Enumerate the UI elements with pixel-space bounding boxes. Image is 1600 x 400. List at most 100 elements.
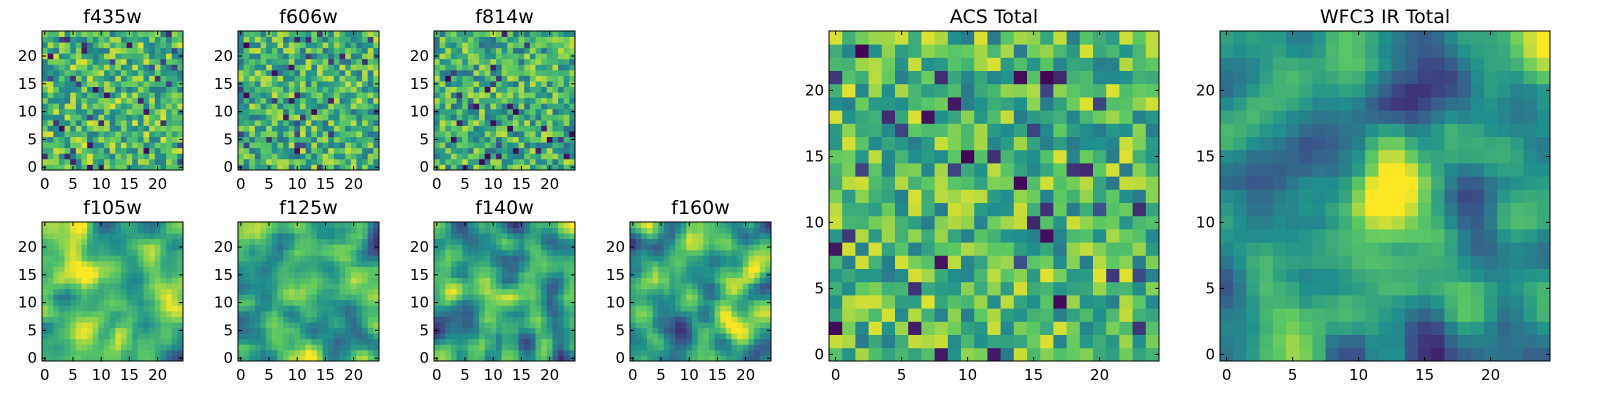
- heatmap-cell: [249, 53, 256, 60]
- heatmap-cell: [669, 283, 676, 290]
- heatmap-cell: [456, 260, 463, 267]
- heatmap-cell: [373, 64, 380, 71]
- heatmap-cell: [456, 327, 463, 334]
- heatmap-cell: [149, 338, 156, 345]
- heatmap-cell: [450, 36, 457, 43]
- heatmap-cell: [456, 222, 463, 228]
- heatmap-cell: [669, 255, 676, 262]
- heatmap-cell: [115, 322, 122, 329]
- heatmap-cell: [759, 349, 766, 356]
- heatmap-cell: [641, 222, 648, 228]
- heatmap-cell: [895, 242, 909, 256]
- heatmap-cell: [652, 249, 659, 256]
- heatmap-cell: [81, 153, 88, 160]
- heatmap-cell: [669, 272, 676, 278]
- heatmap-cell: [104, 272, 111, 278]
- heatmap-cell: [115, 355, 122, 362]
- heatmap-cell: [663, 238, 670, 245]
- heatmap-cell: [552, 142, 559, 149]
- heatmap-cell: [81, 249, 88, 256]
- heatmap-cell: [154, 103, 161, 110]
- heatmap-cell: [708, 338, 715, 345]
- heatmap-cell: [1040, 215, 1054, 230]
- heatmap-cell: [126, 255, 133, 262]
- heatmap-cell: [305, 288, 312, 295]
- heatmap-cell: [356, 119, 363, 126]
- heatmap-cell: [842, 215, 856, 230]
- heatmap-cell: [266, 108, 273, 115]
- heatmap-cell: [868, 281, 883, 296]
- heatmap-cell: [1053, 255, 1067, 269]
- heatmap-cell: [120, 316, 127, 323]
- heatmap-cell: [53, 338, 60, 345]
- heatmap-cell: [362, 142, 369, 149]
- heatmap-cell: [473, 227, 480, 234]
- heatmap-cell: [53, 53, 60, 60]
- heatmap-cell: [58, 249, 65, 256]
- heatmap-cell: [635, 283, 642, 290]
- heatmap-cell: [266, 53, 273, 60]
- heatmap-cell: [243, 299, 250, 306]
- heatmap-cell: [434, 322, 441, 329]
- heatmap-cell: [921, 321, 935, 335]
- heatmap-cell: [546, 299, 553, 306]
- heatmap-cell: [266, 58, 273, 65]
- heatmap-cell: [748, 316, 755, 323]
- heatmap-cell: [563, 103, 570, 110]
- heatmap-cell: [456, 249, 463, 256]
- heatmap-cell: [132, 47, 139, 54]
- heatmap-cell: [81, 147, 88, 154]
- heatmap-cell: [109, 272, 116, 278]
- heatmap-cell: [154, 294, 161, 301]
- heatmap-cell: [737, 222, 744, 228]
- heatmap-cell: [868, 255, 883, 269]
- heatmap-cell: [254, 64, 261, 71]
- heatmap-cell: [1040, 281, 1054, 296]
- heatmap-cell: [496, 153, 503, 160]
- heatmap-cell: [439, 147, 446, 154]
- heatmap-cell: [98, 125, 105, 132]
- heatmap-cell: [104, 288, 111, 295]
- heatmap-cell: [120, 47, 127, 54]
- heatmap-cell: [367, 58, 374, 65]
- x-tick-label: 0: [40, 175, 50, 193]
- y-tick-label: 10: [214, 103, 233, 121]
- heatmap-cell: [266, 81, 273, 87]
- heatmap-cell: [490, 103, 497, 110]
- heatmap-cell: [126, 142, 133, 149]
- heatmap-cell: [328, 125, 335, 132]
- heatmap-cell: [126, 42, 133, 49]
- heatmap-cell: [333, 222, 340, 228]
- heatmap-cell: [541, 355, 548, 362]
- heatmap-cell: [1093, 281, 1107, 296]
- heatmap-cell: [496, 158, 503, 165]
- heatmap-cell: [126, 58, 133, 65]
- heatmap-cell: [120, 64, 127, 71]
- heatmap-cell: [75, 75, 82, 82]
- heatmap-cell: [552, 233, 559, 240]
- heatmap-cell: [300, 164, 307, 171]
- heatmap-cell: [300, 142, 307, 149]
- heatmap-cell: [692, 272, 699, 278]
- heatmap-cell: [473, 108, 480, 115]
- heatmap-cell: [243, 158, 250, 165]
- heatmap-cell: [518, 97, 525, 104]
- x-tick-label: 5: [68, 175, 78, 193]
- heatmap-cell: [266, 272, 273, 278]
- heatmap-cell: [669, 322, 676, 329]
- heatmap-cell: [1040, 295, 1054, 309]
- heatmap-cell: [98, 103, 105, 110]
- heatmap-cell: [484, 142, 491, 149]
- heatmap-cell: [518, 103, 525, 110]
- heatmap-cell: [87, 338, 94, 345]
- heatmap-cell: [703, 355, 710, 362]
- heatmap-cell: [686, 322, 693, 329]
- heatmap-cell: [507, 47, 514, 54]
- heatmap-cell: [81, 131, 88, 138]
- heatmap-cell: [87, 294, 94, 301]
- heatmap-cell: [154, 349, 161, 356]
- heatmap-cell: [311, 355, 318, 362]
- heatmap-cell: [70, 131, 77, 138]
- heatmap-cell: [254, 299, 261, 306]
- heatmap-cell: [445, 147, 452, 154]
